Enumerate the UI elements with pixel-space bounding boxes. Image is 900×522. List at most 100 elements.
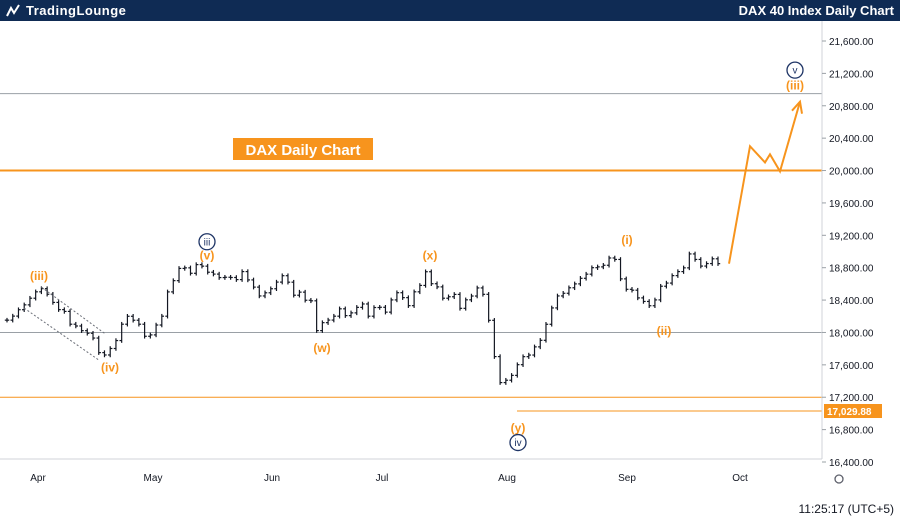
ohlc-bar xyxy=(102,350,107,358)
ohlc-bar xyxy=(578,276,583,287)
y-tick-label: 21,200.00 xyxy=(829,69,874,80)
projection-arrowhead xyxy=(791,99,803,114)
ohlc-bar xyxy=(251,277,256,290)
ohlc-bar xyxy=(595,264,600,270)
ohlc-bar xyxy=(406,295,411,308)
projection-line xyxy=(728,101,801,264)
ohlc-bar xyxy=(566,285,572,296)
wave-label: (iv) xyxy=(101,360,119,374)
ohlc-bar xyxy=(331,313,337,323)
wave-label: (ii) xyxy=(657,324,672,338)
wave-label: v xyxy=(793,66,798,77)
ohlc-bar xyxy=(583,271,589,281)
ohlc-bar xyxy=(22,302,27,312)
y-tick-label: 16,400.00 xyxy=(829,458,874,469)
ohlc-bar xyxy=(62,307,67,314)
ohlc-bar xyxy=(474,285,480,299)
ohlc-bar xyxy=(337,306,342,319)
ohlc-bar xyxy=(646,299,652,309)
ohlc-bar xyxy=(366,301,371,319)
ohlc-bar xyxy=(245,269,251,283)
y-tick-label: 19,200.00 xyxy=(829,231,874,242)
ohlc-bar xyxy=(560,291,566,299)
price-badge-bg xyxy=(824,404,882,419)
ohlc-bar xyxy=(400,290,405,300)
ohlc-bar xyxy=(228,274,233,280)
wave-labels: DAX Daily Chart (iii) (iv) iii(v) (w) (x) (y) i… xyxy=(30,61,804,452)
time-axis: Apr May Jun Jul Aug Sep Oct xyxy=(0,458,844,484)
ohlc-series xyxy=(4,251,721,385)
ohlc-bar xyxy=(618,257,623,282)
x-tick-label: Oct xyxy=(732,473,748,484)
grid-layer xyxy=(0,93,822,412)
ohlc-bar xyxy=(463,297,468,311)
channel-line-lower xyxy=(23,307,100,361)
wave-label: (i) xyxy=(621,233,632,247)
header-bar: TradingLounge DAX 40 Index Daily Chart xyxy=(0,0,900,21)
ohlc-bar xyxy=(543,322,549,343)
ohlc-bar xyxy=(291,279,296,298)
ohlc-bar xyxy=(314,298,319,333)
y-tick-label: 17,600.00 xyxy=(829,361,874,372)
ohlc-bar xyxy=(188,265,193,276)
ohlc-bar xyxy=(165,289,170,319)
ohlc-bar xyxy=(520,354,526,367)
ohlc-bar xyxy=(142,321,147,339)
ohlc-bar xyxy=(136,317,142,327)
settings-gear-icon[interactable] xyxy=(834,474,844,484)
y-tick-label: 19,600.00 xyxy=(829,199,874,210)
y-tick-label: 18,800.00 xyxy=(829,264,874,275)
ohlc-bar xyxy=(635,287,640,301)
ohlc-bar xyxy=(469,293,474,303)
tradinglounge-logo[interactable]: TradingLounge xyxy=(6,0,126,21)
logo-icon xyxy=(6,3,20,16)
ohlc-bar xyxy=(681,265,686,274)
x-tick-label: Jun xyxy=(264,473,280,484)
ohlc-bar xyxy=(383,305,388,315)
y-tick-label: 18,400.00 xyxy=(829,296,874,307)
ohlc-bar xyxy=(297,289,302,298)
wave-circle-marker xyxy=(786,61,804,79)
ohlc-bar xyxy=(446,294,451,301)
ohlc-bar xyxy=(480,285,486,297)
ohlc-bar xyxy=(4,317,10,323)
ohlc-bar xyxy=(274,279,279,292)
y-tick-label: 18,000.00 xyxy=(829,328,874,339)
ohlc-bar xyxy=(262,290,268,299)
ohlc-bar xyxy=(285,273,291,285)
ohlc-bar xyxy=(325,317,331,325)
ohlc-bar xyxy=(411,289,417,308)
wave-label: (iii) xyxy=(30,269,48,283)
ohlc-bar xyxy=(234,275,239,282)
ohlc-bar xyxy=(79,323,84,333)
ohlc-bar xyxy=(497,354,503,385)
ohlc-bar xyxy=(664,280,669,289)
ohlc-bar xyxy=(33,289,38,301)
ohlc-bar xyxy=(182,265,187,271)
ohlc-bar xyxy=(148,332,153,339)
ohlc-bar xyxy=(538,338,543,350)
ohlc-bar xyxy=(211,269,216,277)
ohlc-bar xyxy=(302,289,308,303)
x-tick-label: Jul xyxy=(376,473,389,484)
ohlc-bar xyxy=(652,297,658,309)
x-tick-label: Apr xyxy=(30,473,46,484)
ohlc-bar xyxy=(612,255,617,262)
ohlc-bar xyxy=(216,271,222,280)
ohlc-bar xyxy=(687,251,692,271)
price-chart[interactable]: DAX Daily Chart (iii) (iv) iii(v) (w) (x) (y) i… xyxy=(0,21,900,521)
ohlc-bar xyxy=(56,300,61,312)
ohlc-bar xyxy=(176,266,182,283)
ohlc-bar xyxy=(44,286,50,297)
ohlc-bar xyxy=(27,295,33,308)
ohlc-bar xyxy=(669,273,675,286)
price-badge-label: 17,029.88 xyxy=(827,407,872,418)
wave-label: (w) xyxy=(313,341,330,355)
ohlc-bar xyxy=(434,281,440,290)
ohlc-bar xyxy=(606,255,612,268)
ohlc-bar xyxy=(360,301,365,310)
ohlc-bar xyxy=(73,321,79,329)
ohlc-bar xyxy=(153,322,159,338)
x-tick-label: May xyxy=(144,473,163,484)
wave-label: (v) xyxy=(200,249,215,263)
